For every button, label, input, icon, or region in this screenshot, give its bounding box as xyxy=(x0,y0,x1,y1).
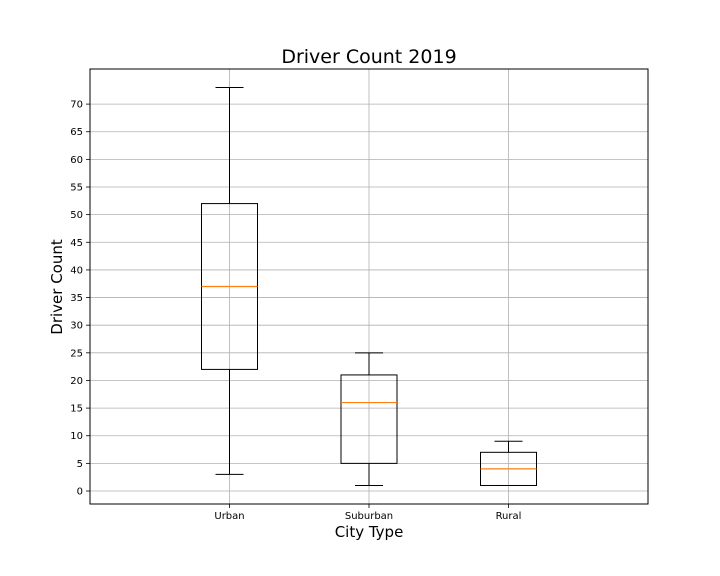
y-tick-label: 30 xyxy=(70,321,83,332)
box-urban xyxy=(201,87,258,475)
y-tick-label: 70 xyxy=(70,100,83,111)
y-axis-label: Driver Count xyxy=(48,239,66,335)
y-axis-ticks: 0 5 10 15 20 25 30 35 40 45 50 55 60 65 70 xyxy=(70,100,90,498)
y-tick-label: 40 xyxy=(70,265,83,276)
y-tick-label: 60 xyxy=(70,155,83,166)
y-tick-label: 45 xyxy=(70,238,83,249)
boxes xyxy=(201,87,537,486)
y-tick-label: 0 xyxy=(77,487,83,498)
y-tick-label: 25 xyxy=(70,348,83,359)
chart-title: Driver Count 2019 xyxy=(281,46,456,68)
x-tick-label: Rural xyxy=(496,511,522,522)
y-tick-label: 20 xyxy=(70,376,83,387)
x-axis-ticks: Urban Suburban Rural xyxy=(214,504,521,522)
y-tick-label: 55 xyxy=(70,183,83,194)
x-axis-label: City Type xyxy=(335,523,404,541)
y-tick-label: 35 xyxy=(70,293,83,304)
y-tick-label: 10 xyxy=(70,431,83,442)
y-tick-label: 65 xyxy=(70,127,83,138)
x-tick-label: Suburban xyxy=(345,511,393,522)
y-tick-label: 15 xyxy=(70,404,83,415)
box-rural xyxy=(480,440,537,486)
iqr-box xyxy=(340,374,398,464)
x-tick-label: Urban xyxy=(214,511,244,522)
y-tick-label: 5 xyxy=(77,459,83,470)
y-tick-label: 50 xyxy=(70,210,83,221)
box-suburban xyxy=(340,352,398,486)
